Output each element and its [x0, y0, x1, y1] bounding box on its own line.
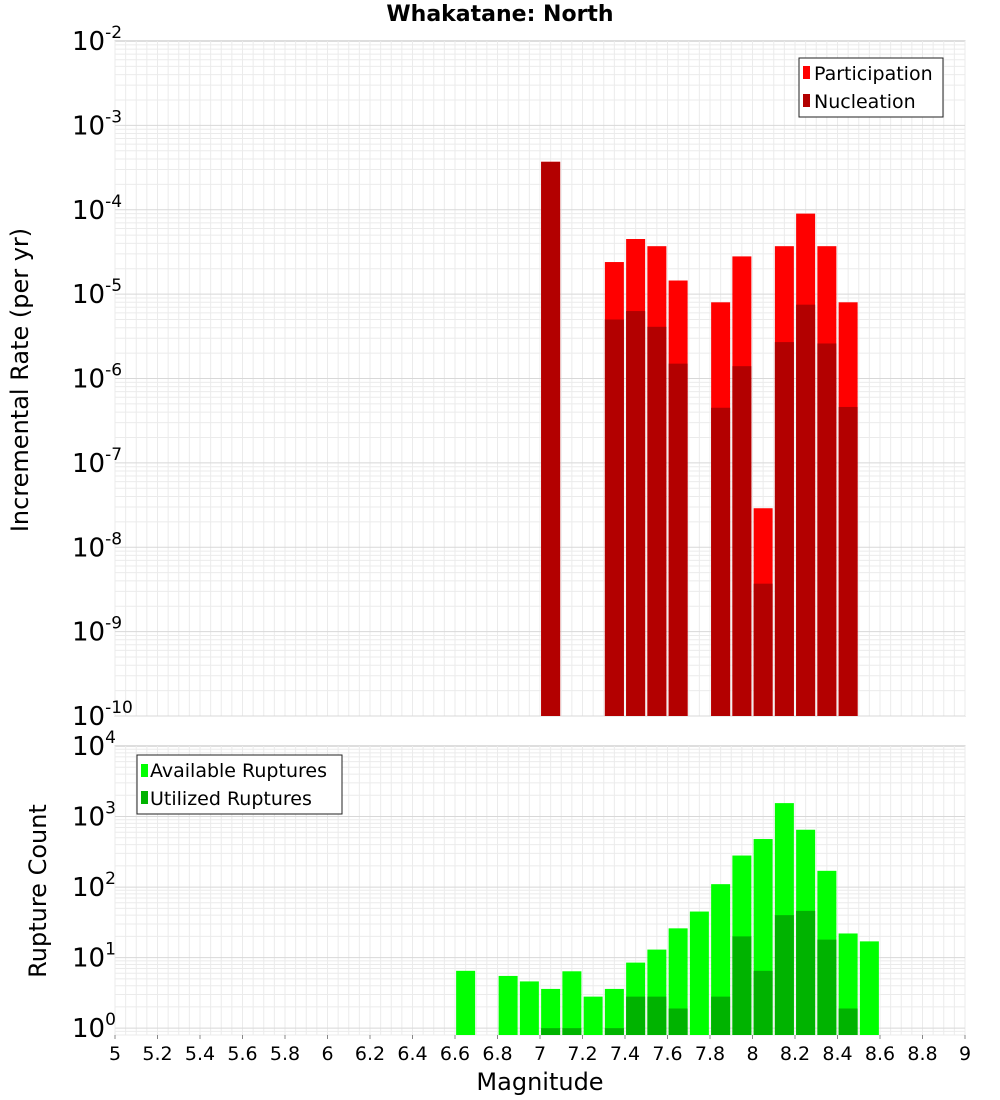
y-tick-label: 10-10 [72, 698, 133, 732]
count-legend: Available Ruptures Utilized Ruptures [136, 754, 343, 815]
utilized-ruptures-bar [753, 970, 773, 1035]
utilized-ruptures-bar [774, 915, 794, 1035]
utilized-ruptures-bar [838, 1008, 858, 1035]
y-tick-label: 10-7 [72, 445, 122, 479]
available-ruptures-bar [859, 941, 879, 1035]
x-tick-label: 7.2 [567, 1043, 597, 1065]
rate-gridlines [114, 41, 966, 717]
x-tick-label: 6.8 [482, 1043, 512, 1065]
utilized-ruptures-bar [817, 939, 837, 1035]
nucleation-legend-swatch [803, 94, 810, 107]
y-tick-label: 104 [72, 728, 116, 762]
x-axis-label: Magnitude [476, 1068, 603, 1096]
utilized-ruptures-bar [668, 1008, 688, 1035]
utilized-ruptures-bar [732, 936, 752, 1035]
available-ruptures-bar [498, 975, 518, 1035]
rate-y-axis-label: Incremental Rate (per yr) [6, 228, 34, 532]
nucleation-bar [668, 363, 688, 716]
utilized-ruptures-bar [541, 1028, 561, 1035]
rate-y-tick-labels: 10-10 10-9 10-8 10-7 10-6 10-5 10-4 10-3 10-2 [72, 23, 133, 732]
utilized-legend-label: Utilized Ruptures [150, 788, 312, 810]
nucleation-bar [626, 311, 646, 716]
nucleation-bar [732, 366, 752, 716]
available-ruptures-bar [604, 988, 624, 1035]
participation-legend-label: Participation [814, 63, 933, 85]
nucleation-bar [711, 407, 731, 716]
utilized-ruptures-bar [626, 996, 646, 1035]
available-ruptures-bar [689, 911, 709, 1035]
x-tick-label: 8.6 [865, 1043, 895, 1065]
participation-legend-swatch [803, 66, 810, 79]
available-ruptures-bar [456, 970, 476, 1035]
count-legend-box [136, 754, 343, 815]
available-ruptures-bar [583, 996, 603, 1035]
nucleation-bar [817, 343, 837, 716]
y-tick-label: 10-6 [72, 361, 122, 395]
utilized-ruptures-bar [711, 996, 731, 1035]
x-tick-label: 9 [959, 1043, 971, 1065]
x-tick-label: 5.2 [142, 1043, 172, 1065]
y-tick-label: 103 [72, 799, 116, 833]
rate-panel: 10-10 10-9 10-8 10-7 10-6 10-5 10-4 10-3 10-2 Wh… [6, 2, 966, 732]
nucleation-bar [647, 326, 667, 716]
utilized-ruptures-bar [604, 1028, 624, 1035]
y-tick-label: 10-4 [72, 192, 122, 226]
utilized-ruptures-bar [796, 910, 816, 1035]
nucleation-bar [774, 342, 794, 716]
x-tick-label: 6.6 [440, 1043, 470, 1065]
rate-legend-box [798, 57, 944, 118]
y-tick-label: 10-8 [72, 529, 122, 563]
nucleation-bar [604, 319, 624, 716]
x-tick-label: 6 [321, 1043, 333, 1065]
y-tick-label: 102 [72, 869, 116, 903]
available-ruptures-bar [668, 928, 688, 1035]
x-tick-label: 6.2 [355, 1043, 385, 1065]
magnitude-x-tick-labels: 5 5.2 5.4 5.6 5.8 6 6.2 6.4 6.6 6.8 7 7.2 7.4 7.6 7.8 8… [109, 1035, 971, 1065]
count-bars [456, 803, 879, 1035]
x-tick-label: 8.2 [780, 1043, 810, 1065]
x-tick-label: 8.4 [822, 1043, 852, 1065]
available-legend-label: Available Ruptures [150, 760, 327, 782]
utilized-legend-swatch [141, 791, 148, 804]
x-tick-label: 5.4 [185, 1043, 215, 1065]
y-tick-label: 100 [72, 1010, 116, 1044]
x-tick-label: 7.6 [652, 1043, 682, 1065]
y-tick-label: 10-5 [72, 276, 122, 310]
y-tick-label: 10-9 [72, 614, 122, 648]
x-tick-label: 7 [534, 1043, 546, 1065]
x-tick-label: 7.8 [695, 1043, 725, 1065]
y-tick-label: 101 [72, 940, 116, 974]
x-tick-label: 5.8 [270, 1043, 300, 1065]
available-ruptures-bar [541, 988, 561, 1035]
rate-bars [541, 161, 858, 717]
available-legend-swatch [141, 764, 148, 777]
x-tick-label: 6.4 [397, 1043, 427, 1065]
y-tick-label: 10-3 [72, 107, 122, 141]
x-tick-label: 5 [109, 1043, 121, 1065]
count-y-axis-label: Rupture Count [24, 804, 52, 978]
nucleation-bar [796, 304, 816, 716]
x-tick-label: 5.6 [227, 1043, 257, 1065]
x-tick-label: 8.8 [907, 1043, 937, 1065]
count-y-tick-labels: 100 101 102 103 104 [72, 728, 116, 1044]
nucleation-bar [541, 161, 561, 716]
available-ruptures-bar [562, 971, 582, 1035]
utilized-ruptures-bar [562, 1028, 582, 1035]
nucleation-bar [753, 583, 773, 716]
chart-title: Whakatane: North [386, 2, 613, 27]
utilized-ruptures-bar [647, 996, 667, 1035]
x-tick-label: 8 [746, 1043, 758, 1065]
nucleation-legend-label: Nucleation [814, 91, 916, 113]
nucleation-bar [838, 406, 858, 716]
rate-legend: Participation Nucleation [798, 57, 944, 118]
available-ruptures-bar [519, 981, 539, 1035]
y-tick-label: 10-2 [72, 23, 122, 57]
count-panel: 100 101 102 103 104 5 5.2 5.4 5.6 5.8 6 6.2 6.4 6.6 6… [24, 728, 971, 1096]
x-tick-label: 7.4 [610, 1043, 640, 1065]
